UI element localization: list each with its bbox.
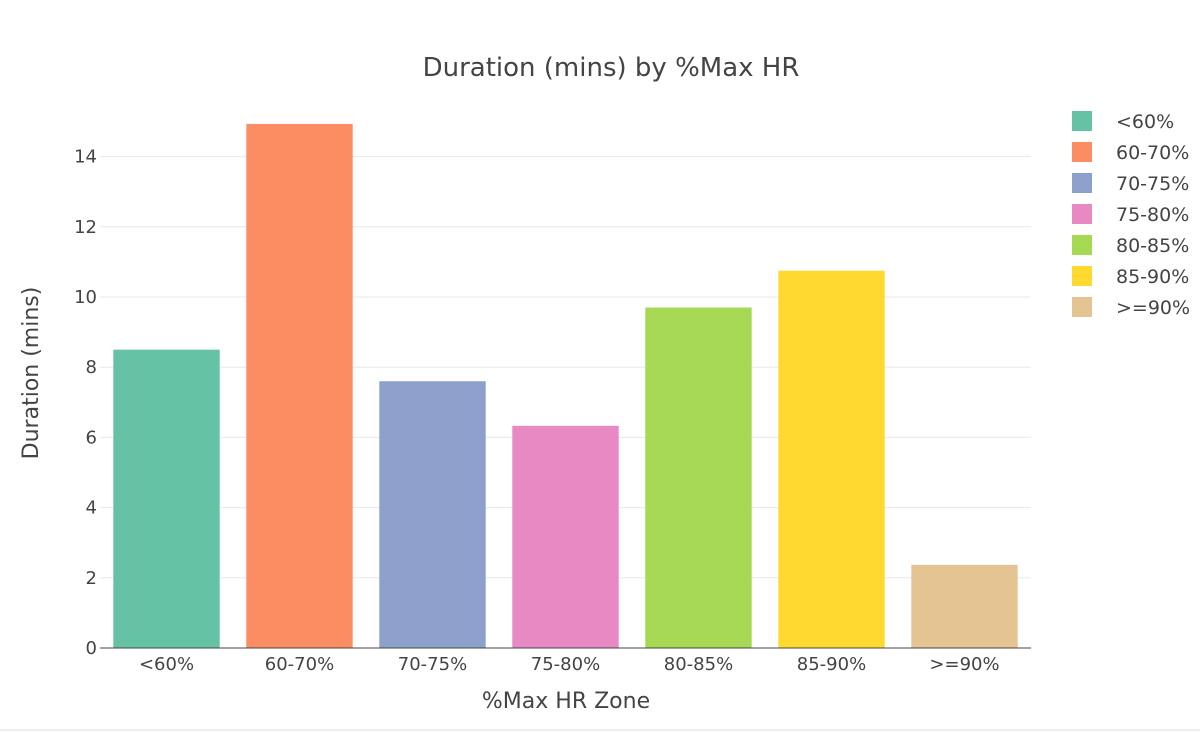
x-axis-title: %Max HR Zone: [482, 689, 650, 714]
y-tick-label: 14: [74, 147, 97, 168]
bars: [113, 123, 1018, 648]
legend-item[interactable]: 80-85%: [1072, 235, 1189, 257]
y-tick-labels: 0 2 4 6 8 10 12 14: [74, 147, 97, 659]
x-tick-label: 70-75%: [398, 654, 467, 675]
legend-label: <60%: [1116, 111, 1174, 133]
chart-title: Duration (mins) by %Max HR: [423, 53, 800, 83]
legend-label: 75-80%: [1116, 204, 1189, 226]
y-tick-label: 2: [86, 568, 97, 589]
x-tick-label: 75-80%: [531, 654, 600, 675]
bar[interactable]: [246, 123, 353, 648]
legend-label: >=90%: [1116, 297, 1190, 319]
legend-item[interactable]: >=90%: [1072, 297, 1190, 319]
legend-swatch: [1072, 142, 1092, 162]
legend[interactable]: <60% 60-70% 70-75% 75-80% 80-85% 85-90% >=90%: [1072, 111, 1190, 319]
x-tick-labels: <60% 60-70% 70-75% 75-80% 80-85% 85-90% >=90%: [139, 654, 1000, 675]
legend-item[interactable]: 85-90%: [1072, 266, 1189, 288]
x-tick-label: 85-90%: [797, 654, 866, 675]
x-tick-label: <60%: [139, 654, 194, 675]
legend-swatch: [1072, 204, 1092, 224]
x-tick-label: >=90%: [929, 654, 999, 675]
bar[interactable]: [113, 349, 220, 648]
legend-swatch: [1072, 266, 1092, 286]
x-tick-label: 80-85%: [664, 654, 733, 675]
bar[interactable]: [512, 425, 619, 648]
y-axis-title: Duration (mins): [19, 287, 44, 460]
bar[interactable]: [645, 307, 752, 648]
y-tick-label: 10: [74, 287, 97, 308]
x-tick-label: 60-70%: [265, 654, 334, 675]
legend-label: 60-70%: [1116, 142, 1189, 164]
legend-swatch: [1072, 173, 1092, 193]
y-tick-label: 4: [86, 498, 97, 519]
legend-swatch: [1072, 111, 1092, 131]
y-tick-label: 8: [86, 357, 97, 378]
bar[interactable]: [778, 270, 885, 648]
legend-item[interactable]: 70-75%: [1072, 173, 1189, 195]
legend-label: 80-85%: [1116, 235, 1189, 257]
legend-item[interactable]: 60-70%: [1072, 142, 1189, 164]
legend-label: 70-75%: [1116, 173, 1189, 195]
bar[interactable]: [379, 381, 486, 648]
y-tick-label: 12: [74, 217, 97, 238]
bar[interactable]: [911, 564, 1018, 648]
y-tick-label: 0: [86, 638, 97, 659]
legend-swatch: [1072, 297, 1092, 317]
legend-label: 85-90%: [1116, 266, 1189, 288]
y-tick-label: 6: [86, 427, 97, 448]
legend-item[interactable]: 75-80%: [1072, 204, 1189, 226]
legend-swatch: [1072, 235, 1092, 255]
legend-item[interactable]: <60%: [1072, 111, 1174, 133]
